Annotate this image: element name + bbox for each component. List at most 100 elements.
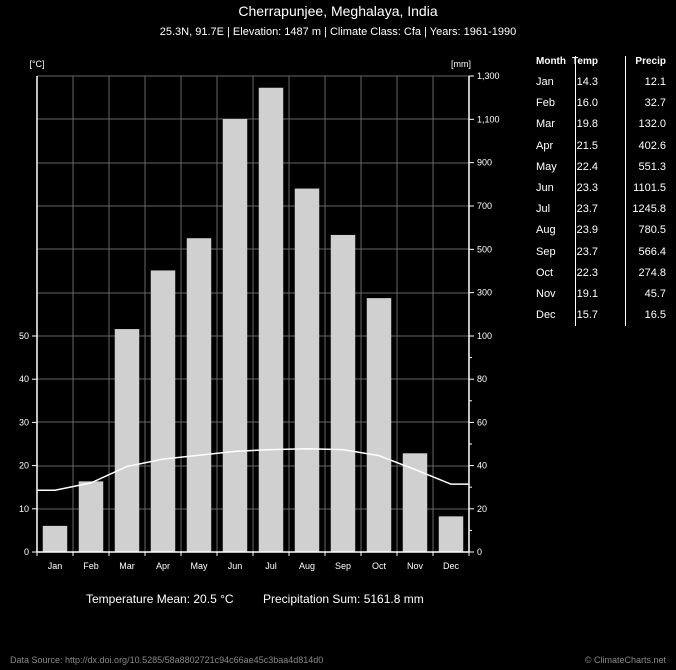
- table-cell: May: [536, 160, 557, 173]
- table-cell: Feb: [536, 97, 555, 110]
- x-tick-label: Mar: [119, 561, 135, 571]
- right-tick-label: 40: [477, 461, 487, 471]
- table-cell: Mar: [536, 118, 555, 131]
- x-tick-label: Nov: [407, 561, 424, 571]
- precip-bar: [258, 87, 284, 552]
- right-tick-label: 1,100: [477, 114, 500, 124]
- table-row: Dec 15.7 16.5: [528, 309, 676, 329]
- temperature-line: [37, 448, 469, 491]
- table-cell: Jun: [536, 182, 554, 194]
- table-cell: 19.8: [576, 118, 598, 131]
- table-cell: 22.3: [576, 266, 598, 279]
- table-row: Jun 23.3 1101.5: [528, 182, 676, 202]
- table-row: Jan 14.3 12.1: [528, 76, 676, 96]
- table-cell: 551.3: [638, 160, 666, 173]
- table-cell: 45.7: [644, 288, 666, 300]
- x-tick-label: Jan: [48, 561, 63, 571]
- right-tick-label: 900: [477, 158, 492, 168]
- table-cell: 402.6: [638, 139, 666, 152]
- table-divider: [625, 56, 626, 326]
- x-tick-label: Feb: [83, 561, 99, 571]
- table-cell: 1101.5: [633, 182, 666, 194]
- x-tick-label: May: [190, 561, 208, 571]
- data-source: Data Source: http://dx.doi.org/10.5285/5…: [10, 655, 324, 665]
- left-tick-label: 10: [19, 504, 29, 514]
- table-cell: 274.8: [638, 266, 666, 279]
- table-cell: 32.7: [644, 97, 666, 110]
- table-row: May 22.4 551.3: [528, 161, 676, 181]
- chart-title: Cherrapunjee, Meghalaya, India: [238, 3, 438, 19]
- temperature-mean: Temperature Mean: 20.5 °C: [86, 592, 234, 606]
- right-axis-unit: [mm]: [451, 59, 471, 69]
- table-header-cell: Precip: [635, 56, 666, 67]
- table-header-cell: Temp: [572, 56, 598, 67]
- table-cell: 19.1: [576, 288, 598, 300]
- table-row: Oct 22.3 274.8: [528, 267, 676, 287]
- precip-bar: [222, 119, 248, 552]
- table-cell: 22.4: [576, 160, 598, 173]
- table-cell: 132.0: [638, 118, 666, 131]
- right-tick-label: 60: [477, 417, 487, 427]
- right-tick-label: 100: [477, 331, 492, 341]
- table-row: Nov 19.1 45.7: [528, 288, 676, 308]
- precipitation-sum: Precipitation Sum: 5161.8 mm: [263, 592, 424, 606]
- table-cell: 780.5: [638, 224, 666, 237]
- precip-bar: [366, 298, 392, 552]
- table-row: Mar 19.8 132.0: [528, 118, 676, 138]
- table-cell: 566.4: [638, 245, 666, 258]
- table-cell: Sep: [536, 245, 556, 258]
- table-cell: 16.5: [644, 309, 666, 322]
- table-cell: 1245.8: [632, 203, 666, 216]
- precip-bar: [42, 525, 68, 552]
- table-cell: Aug: [536, 224, 556, 237]
- table-cell: 15.7: [576, 309, 598, 322]
- chart-subtitle: 25.3N, 91.7E | Elevation: 1487 m | Clima…: [159, 26, 517, 38]
- x-tick-label: Sep: [335, 561, 351, 571]
- table-cell: 23.7: [576, 203, 598, 216]
- left-tick-label: 50: [19, 331, 29, 341]
- table-cell: Apr: [536, 139, 554, 152]
- x-tick-label: Dec: [443, 561, 460, 571]
- table-cell: 23.3: [576, 182, 598, 194]
- table-header-cell: Month: [536, 56, 566, 67]
- precip-bar: [438, 516, 464, 552]
- x-tick-label: Aug: [299, 561, 315, 571]
- precip-bar: [294, 188, 320, 552]
- right-tick-label: 0: [477, 547, 482, 557]
- x-tick-label: Jun: [228, 561, 243, 571]
- table-header: Month Temp Precip: [528, 56, 676, 76]
- table-cell: Jul: [536, 203, 551, 216]
- left-tick-label: 0: [24, 547, 29, 557]
- table-cell: Nov: [536, 288, 556, 300]
- table-cell: 23.7: [576, 245, 598, 258]
- table-row: Sep 23.7 566.4: [528, 246, 676, 266]
- table-cell: Jan: [536, 76, 554, 88]
- table-row: Feb 16.0 32.7: [528, 97, 676, 117]
- table-cell: Oct: [536, 266, 554, 279]
- table-cell: Dec: [536, 309, 556, 322]
- precip-bar: [186, 238, 212, 553]
- right-tick-label: 80: [477, 374, 487, 384]
- precip-bar: [402, 453, 428, 552]
- right-tick-label: 300: [477, 288, 492, 298]
- table-cell: 16.0: [576, 97, 598, 110]
- right-tick-label: 700: [477, 201, 492, 211]
- table-cell: 23.9: [576, 224, 598, 237]
- table-row: Jul 23.7 1245.8: [528, 203, 676, 223]
- left-axis-unit: [°C]: [29, 59, 44, 69]
- credit: © ClimateCharts.net: [584, 655, 666, 665]
- x-tick-label: Jul: [265, 561, 277, 571]
- left-tick-label: 20: [19, 461, 29, 471]
- precip-bar: [150, 270, 176, 552]
- x-tick-label: Oct: [372, 561, 387, 571]
- table-row: Apr 21.5 402.6: [528, 140, 676, 160]
- right-tick-label: 20: [477, 504, 487, 514]
- precip-bar: [330, 234, 356, 553]
- left-tick-label: 30: [19, 417, 29, 427]
- x-tick-label: Apr: [156, 561, 170, 571]
- table-cell: 14.3: [576, 76, 598, 88]
- table-cell: 12.1: [644, 76, 666, 88]
- table-divider: [575, 56, 576, 326]
- table-cell: 21.5: [576, 139, 598, 152]
